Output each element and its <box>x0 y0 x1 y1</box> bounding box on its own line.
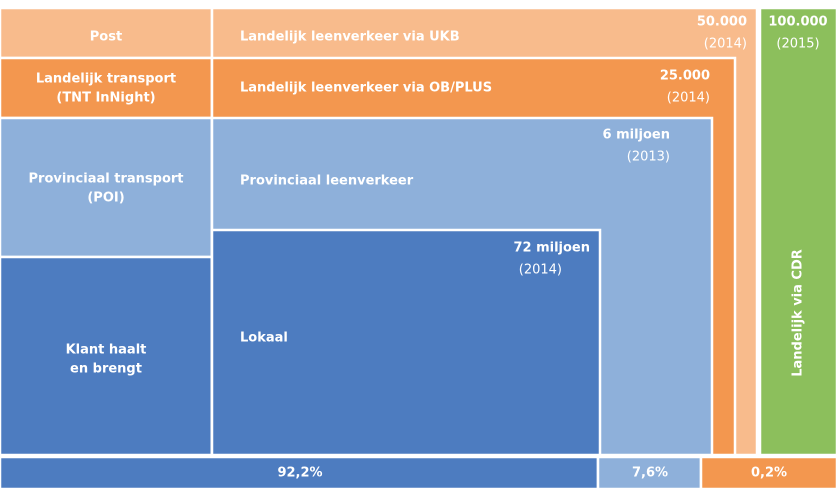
block-amount: 50.000 <box>697 15 747 30</box>
block-amount: 100.000 <box>768 15 827 30</box>
share-label: 92,2% <box>277 466 322 481</box>
share-label: 0,2% <box>751 466 787 481</box>
share-label: 7,6% <box>632 466 668 481</box>
cell-tnt <box>0 56 214 120</box>
block-year: (2014) <box>667 91 710 106</box>
block-amount: 72 miljoen <box>513 241 590 256</box>
cell-label: en brengt <box>70 362 142 377</box>
block-label: Lokaal <box>240 331 288 346</box>
block-amount: 25.000 <box>660 69 710 84</box>
block-year: (2015) <box>776 37 819 52</box>
block-year: (2014) <box>704 37 747 52</box>
block-label: Landelijk leenverkeer via UKB <box>240 30 460 45</box>
cell-label: Landelijk transport <box>36 72 176 87</box>
block-cdr <box>758 6 837 457</box>
block-year: (2014) <box>519 263 562 278</box>
cell-label: Post <box>90 30 122 45</box>
block-label: Landelijk via CDR <box>791 249 806 377</box>
block-label: Provinciaal leenverkeer <box>240 174 414 189</box>
block-amount: 6 miljoen <box>603 128 671 143</box>
cell-label: Klant haalt <box>66 343 147 358</box>
cell-klant <box>0 255 214 457</box>
block-label: Landelijk leenverkeer via OB/PLUS <box>240 81 492 96</box>
cell-label: (TNT InNight) <box>56 91 155 106</box>
cell-poi <box>0 116 214 259</box>
block-year: (2013) <box>627 150 670 165</box>
block-lokaal <box>210 228 602 457</box>
cell-label: Provinciaal transport <box>29 172 184 187</box>
share-bar <box>0 455 600 491</box>
cell-label: (POI) <box>87 191 124 206</box>
